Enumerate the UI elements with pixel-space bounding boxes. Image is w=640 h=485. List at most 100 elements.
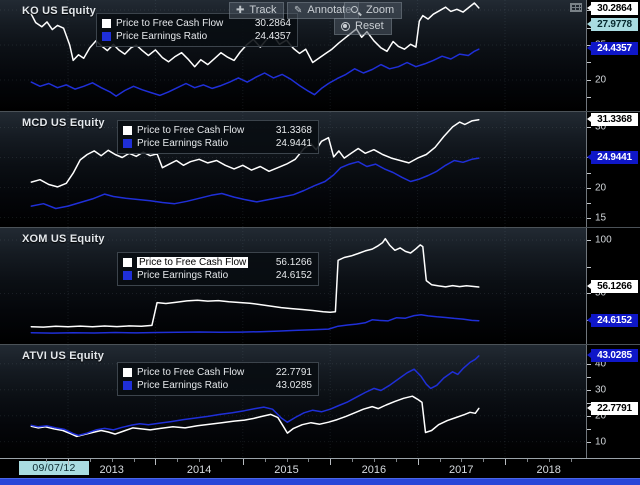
y-tick-mark	[587, 429, 591, 430]
xom-legend[interactable]: Price to Free Cash Flow 56.1266 Price Earn…	[117, 252, 319, 286]
x-tick-mark	[199, 459, 201, 462]
white-series-swatch-icon	[123, 368, 132, 377]
year-label-2015: 2015	[274, 464, 299, 476]
white-series-swatch-icon	[123, 258, 132, 267]
y-tick-mark	[587, 390, 591, 391]
atvi-blue-value-box: 43.0285	[587, 349, 638, 363]
mcd-plot[interactable]	[0, 112, 586, 227]
y-tick-mark	[587, 80, 591, 81]
xom-chart-panel[interactable]: XOM US Equity Price to Free Cash Flow 56.1…	[0, 228, 586, 344]
y-tick-mark	[587, 203, 591, 204]
x-tick-mark	[286, 459, 288, 462]
y-tick-mark	[587, 364, 591, 365]
y-tick-mark	[587, 10, 591, 11]
x-tick-mark	[417, 459, 419, 465]
x-tick-mark	[548, 459, 550, 462]
y-tick-label: 50	[595, 287, 607, 299]
legend-label: Price Earnings Ratio	[137, 380, 229, 391]
panel-separator	[0, 111, 640, 112]
ko-blue-line	[30, 48, 480, 97]
x-tick-mark	[373, 459, 375, 462]
reset-circle-icon	[341, 22, 350, 31]
y-tick-label: 20	[595, 182, 607, 193]
track-crosshair-icon: ✚	[236, 5, 245, 16]
panel-separator	[0, 344, 640, 345]
annotate-pencil-icon: ✎	[294, 5, 303, 16]
legend-row[interactable]: Price Earnings Ratio 24.9441	[123, 137, 312, 150]
x-tick-mark	[155, 459, 157, 465]
x-tick-mark	[330, 459, 332, 465]
xom-blue-line	[30, 314, 480, 334]
y-tick-mark	[587, 403, 591, 404]
x-axis-line	[0, 458, 640, 459]
ko-blue-value-box: 24.4357	[587, 42, 638, 56]
x-tick-mark	[505, 459, 506, 465]
y-tick-label: 15	[595, 212, 607, 224]
y-tick-mark	[587, 240, 591, 241]
atvi-blue-line	[30, 355, 480, 437]
y-tick-label: 20	[595, 74, 607, 86]
atvi-white-value-box: 22.7791	[587, 401, 638, 415]
y-tick-mark	[587, 267, 591, 268]
legend-row[interactable]: Price Earnings Ratio 43.0285	[123, 379, 312, 392]
mcd-blue-line	[30, 157, 480, 210]
legend-row[interactable]: Price Earnings Ratio 24.6152	[123, 269, 312, 282]
xom-white-value-box: 56.1266	[587, 280, 638, 294]
legend-value: 30.2864	[254, 18, 291, 29]
track-button[interactable]: ✚ Track	[229, 2, 285, 19]
x-tick-mark	[352, 459, 354, 462]
legend-label: Price Earnings Ratio	[116, 31, 208, 42]
legend-row[interactable]: Price to Free Cash Flow 22.7791	[123, 366, 312, 379]
legend-row[interactable]: Price to Free Cash Flow 56.1266	[123, 256, 312, 269]
atvi-chart-panel[interactable]: ATVI US Equity Price to Free Cash Flow 22.…	[0, 345, 586, 458]
year-label-2013: 2013	[99, 464, 124, 476]
mcd-blue-value-box: 24.9441	[587, 151, 638, 165]
legend-row[interactable]: Price to Free Cash Flow 30.2864	[102, 17, 291, 30]
zoom-button-label: Zoom	[366, 4, 395, 16]
magnifier-icon	[351, 5, 361, 16]
mcd-chart-panel[interactable]: MCD US Equity Price to Free Cash Flow 31.3…	[0, 112, 586, 227]
reset-button[interactable]: Reset	[334, 18, 392, 35]
x-tick-mark	[242, 459, 244, 465]
zoom-button[interactable]: Zoom	[344, 2, 403, 19]
white-series-swatch-icon	[102, 19, 111, 28]
x-tick-mark	[570, 459, 572, 462]
legend-label: Price to Free Cash Flow	[137, 367, 245, 378]
axis-start-date[interactable]: 09/07/12	[19, 461, 89, 475]
value-axis: 20253030.286427.977824.43571520253031.33…	[586, 0, 640, 458]
x-tick-mark	[177, 459, 179, 462]
legend-row[interactable]: Price to Free Cash Flow 31.3368	[123, 124, 312, 137]
panel-separator	[0, 227, 640, 228]
y-tick-mark	[587, 218, 591, 219]
ko-teal-value-box: 27.9778	[587, 17, 638, 31]
timeline-bar	[0, 478, 640, 485]
mcd-white-line	[30, 118, 480, 188]
time-axis: 09/07/12 2013 2014 2015 2016 2017 2018	[0, 459, 640, 478]
x-tick-mark	[133, 459, 135, 462]
atvi-legend[interactable]: Price to Free Cash Flow 22.7791 Price Earn…	[117, 362, 319, 396]
legend-label: Price to Free Cash Flow	[137, 257, 249, 268]
ko-white-value-box: 30.2864	[587, 1, 638, 15]
annotate-button[interactable]: ✎ Annotate	[287, 2, 360, 19]
y-tick-mark	[587, 127, 591, 128]
xom-plot[interactable]	[0, 228, 586, 344]
mcd-white-value-box: 31.3368	[587, 112, 638, 126]
mcd-legend[interactable]: Price to Free Cash Flow 31.3368 Price Earn…	[117, 120, 319, 154]
x-tick-mark	[68, 459, 69, 465]
y-tick-mark	[587, 28, 591, 29]
year-label-2014: 2014	[186, 464, 212, 476]
white-series-swatch-icon	[123, 126, 132, 135]
x-tick-mark	[111, 459, 113, 462]
xom-white-line	[30, 237, 480, 328]
y-tick-label: 20	[595, 410, 607, 422]
chart-grid-icon[interactable]	[570, 3, 582, 12]
annotate-button-label: Annotate	[307, 4, 352, 16]
atvi-panel-title: ATVI US Equity	[22, 350, 105, 362]
legend-value: 31.3368	[275, 125, 312, 136]
legend-row[interactable]: Price Earnings Ratio 24.4357	[102, 30, 291, 43]
track-button-label: Track	[249, 4, 277, 16]
legend-value: 22.7791	[275, 367, 312, 378]
legend-value: 24.6152	[275, 270, 312, 281]
legend-value: 24.9441	[275, 138, 312, 149]
